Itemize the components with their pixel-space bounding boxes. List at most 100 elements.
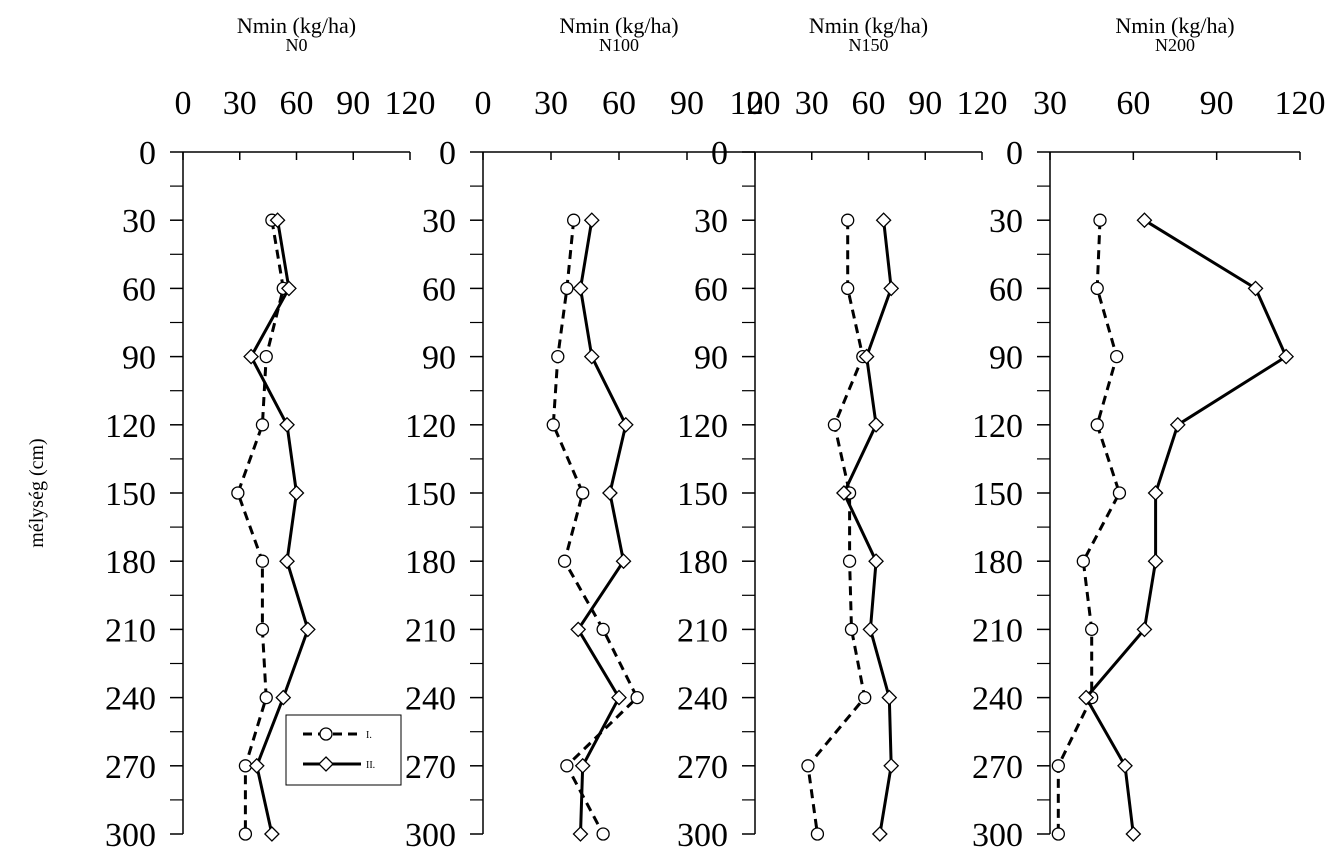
series-line-ii — [249, 219, 310, 835]
y-tick-label: 210 — [405, 612, 456, 649]
data-point-diamond — [275, 689, 292, 706]
y-tick-label: 270 — [105, 749, 156, 786]
y-tick-label: 90 — [122, 340, 156, 377]
data-point-circle — [1110, 349, 1124, 364]
y-tick-label: 90 — [694, 340, 728, 377]
data-point-circle — [630, 690, 644, 705]
y-tick-label: 120 — [405, 408, 456, 445]
y-tick-label: 90 — [422, 340, 456, 377]
data-point-circle — [259, 349, 273, 364]
data-point-diamond — [279, 553, 295, 570]
y-tick-label: 60 — [694, 271, 728, 308]
y-tick-label: 180 — [972, 544, 1023, 581]
x-tick-label: 120 — [1275, 85, 1326, 122]
data-point-diamond — [299, 621, 316, 638]
data-point-circle — [1051, 759, 1065, 773]
data-point-diamond — [570, 621, 587, 638]
data-point-diamond — [1078, 689, 1095, 706]
y-tick-label: 240 — [405, 681, 456, 718]
data-point-diamond — [602, 485, 618, 501]
x-tick-label: 120 — [730, 85, 781, 122]
data-point-diamond — [279, 416, 295, 433]
series-line-i — [236, 219, 285, 834]
data-point-diamond — [835, 485, 852, 501]
data-point-circle — [1085, 622, 1099, 637]
data-point-diamond — [583, 212, 600, 229]
x-tick-label: 120 — [385, 85, 436, 122]
x-tick-label: 60 — [280, 85, 314, 122]
y-tick-label: 300 — [105, 817, 156, 850]
legend-box — [285, 714, 402, 786]
data-point-circle — [801, 759, 815, 773]
data-point-diamond — [868, 553, 884, 570]
y-tick-label: 30 — [694, 203, 728, 240]
y-tick-label: 30 — [989, 203, 1023, 240]
series-line-ii — [1084, 218, 1288, 835]
series-line-ii — [842, 220, 893, 835]
data-point-diamond — [881, 689, 898, 706]
data-point-diamond — [615, 553, 632, 570]
y-tick-label: 210 — [105, 612, 156, 649]
data-point-diamond — [883, 280, 900, 297]
y-tick-label: 270 — [972, 749, 1023, 786]
data-point-diamond — [574, 757, 591, 774]
y-tick-label: 60 — [422, 271, 456, 308]
y-tick-label: 270 — [677, 749, 728, 786]
legend: I. II. — [285, 714, 402, 786]
y-tick-label: 0 — [711, 135, 728, 172]
data-point-diamond — [1169, 416, 1186, 433]
panel-subtitle: N150 — [849, 35, 889, 55]
data-point-diamond — [281, 280, 297, 297]
data-point-circle — [1093, 213, 1107, 227]
x-tick-label: 30 — [534, 85, 568, 122]
x-tick-label: 30 — [223, 85, 257, 122]
panel-subtitle: N200 — [1155, 35, 1195, 55]
data-point-diamond — [288, 485, 305, 501]
y-tick-label: 270 — [405, 749, 456, 786]
y-tick-label: 150 — [405, 476, 456, 513]
y-tick-label: 0 — [1006, 135, 1023, 172]
data-point-circle — [842, 554, 857, 568]
data-point-diamond — [1247, 280, 1264, 297]
y-tick-label: 240 — [972, 681, 1023, 718]
data-point-circle — [596, 622, 610, 637]
data-point-diamond — [1147, 553, 1164, 570]
series-line-i — [1056, 220, 1121, 834]
data-point-circle — [259, 690, 273, 705]
data-point-diamond — [1136, 212, 1153, 229]
y-tick-label: 90 — [989, 340, 1023, 377]
data-point-circle — [255, 622, 270, 637]
x-tick-label: 60 — [1116, 85, 1150, 122]
series-line-i — [806, 220, 867, 835]
x-tick-label: 60 — [602, 85, 636, 122]
data-point-circle — [596, 827, 610, 841]
data-point-diamond — [248, 757, 265, 774]
panel-subtitle: N0 — [286, 35, 308, 55]
panel-title: Nmin (kg/ha) — [809, 13, 928, 38]
data-point-diamond — [572, 280, 589, 297]
data-point-circle — [576, 486, 590, 500]
y-tick-label: 30 — [422, 203, 456, 240]
data-point-diamond — [883, 757, 900, 774]
data-point-circle — [560, 759, 574, 773]
y-tick-label: 300 — [405, 817, 456, 850]
data-point-diamond — [269, 212, 286, 229]
x-tick-label: 120 — [957, 85, 1008, 122]
legend-label-ii: II. — [366, 760, 375, 771]
y-tick-label: 120 — [972, 408, 1023, 445]
x-tick-label: 30 — [795, 85, 829, 122]
data-point-circle — [858, 690, 872, 705]
y-tick-label: 150 — [972, 476, 1023, 513]
data-point-circle — [1112, 486, 1127, 500]
x-tick-label: 90 — [670, 85, 704, 122]
y-tick-label: 120 — [677, 408, 728, 445]
data-point-circle — [238, 827, 253, 841]
data-point-diamond — [1278, 348, 1295, 365]
x-tick-label: 90 — [1200, 85, 1234, 122]
y-tick-label: 300 — [677, 817, 728, 850]
data-point-circle — [255, 418, 270, 432]
x-tick-label: 90 — [336, 85, 370, 122]
data-point-diamond — [858, 348, 875, 365]
y-tick-label: 210 — [972, 612, 1023, 649]
